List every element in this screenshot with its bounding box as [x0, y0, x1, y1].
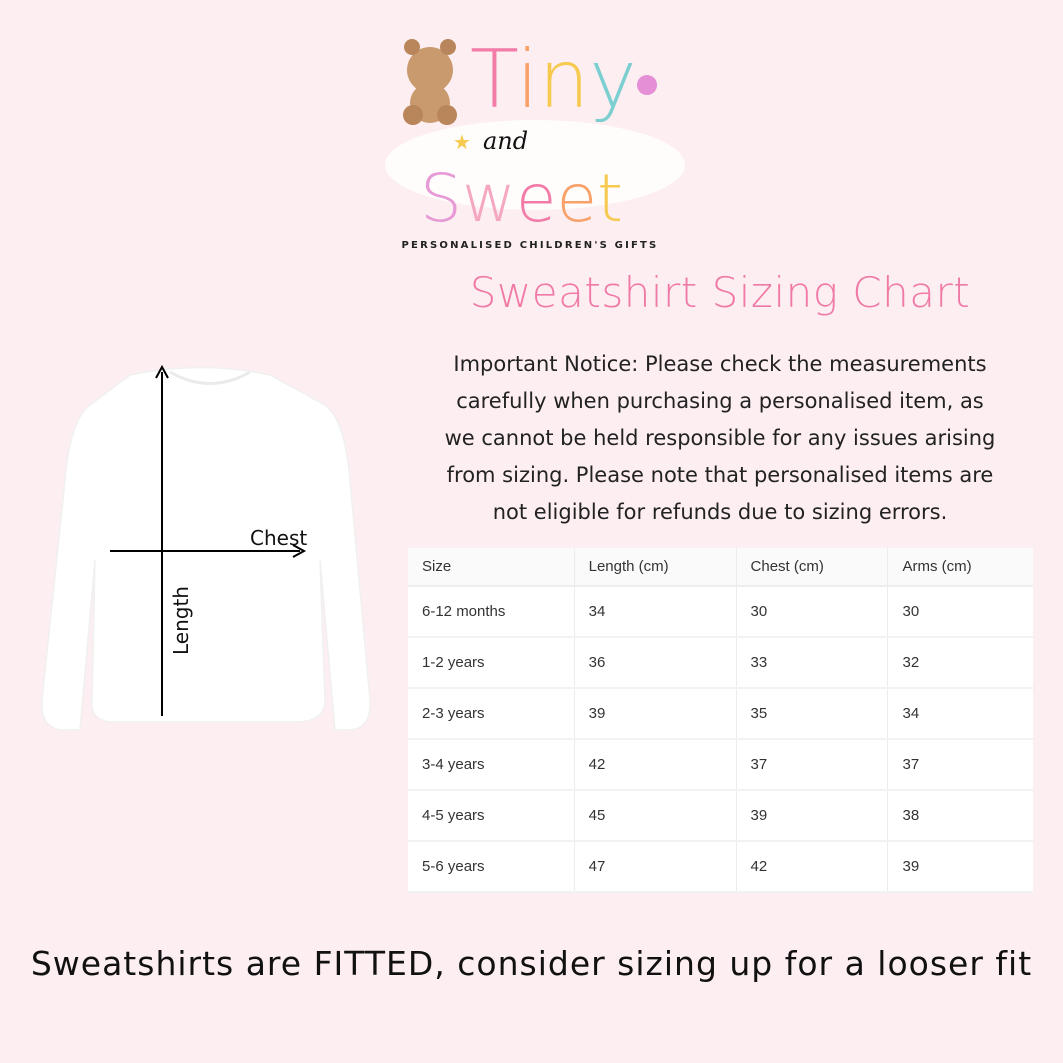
table-row: 2-3 years 39 35 34 — [408, 688, 1033, 740]
table-cell: 42 — [573, 739, 737, 791]
table-cell: 4-5 years — [408, 790, 575, 842]
logo-text-tiny: Tiny — [470, 33, 637, 126]
table-cell: 39 — [573, 688, 737, 740]
table-cell: 2-3 years — [408, 688, 575, 740]
table-header-row: Size Length (cm) Chest (cm) Arms (cm) — [408, 548, 1033, 587]
table-cell: 30 — [735, 586, 888, 638]
important-notice: Important Notice: Please check the measu… — [444, 352, 996, 524]
table-cell: 45 — [573, 790, 737, 842]
column-header: Size — [408, 548, 575, 587]
page-title: Sweatshirt Sizing Chart — [469, 268, 971, 317]
table-cell: 38 — [887, 790, 1033, 842]
table-cell: 5-6 years — [408, 841, 575, 893]
size-table: Size Length (cm) Chest (cm) Arms (cm) 6-… — [408, 548, 1033, 893]
table-cell: 33 — [735, 637, 888, 689]
table-cell: 39 — [735, 790, 888, 842]
table-cell: 39 — [887, 841, 1033, 893]
logo-tagline: PERSONALISED CHILDREN'S GIFTS — [401, 240, 659, 251]
table-row: 6-12 months 34 30 30 — [408, 586, 1033, 638]
table-cell: 34 — [887, 688, 1033, 740]
table-cell: 34 — [573, 586, 737, 638]
table-cell: 6-12 months — [408, 586, 575, 638]
sweatshirt-diagram: Chest Length — [41, 364, 371, 731]
svg-text:★: ★ — [453, 130, 471, 154]
table-cell: 3-4 years — [408, 739, 575, 791]
table-cell: 1-2 years — [408, 637, 575, 689]
length-label: Length — [169, 586, 193, 655]
logo-text-and: and — [483, 127, 528, 155]
column-header: Arms (cm) — [887, 548, 1033, 587]
table-cell: 37 — [735, 739, 888, 791]
brand-logo: Tiny and ★ Sweet — [385, 33, 685, 237]
table-row: 1-2 years 36 33 32 — [408, 637, 1033, 689]
column-header: Length (cm) — [573, 548, 737, 587]
table-cell: 47 — [573, 841, 737, 893]
table-row: 4-5 years 45 39 38 — [408, 790, 1033, 842]
table-cell: 36 — [573, 637, 737, 689]
fit-note: Sweatshirts are FITTED, consider sizing … — [30, 944, 1033, 983]
table-row: 5-6 years 47 42 39 — [408, 841, 1033, 893]
table-cell: 37 — [887, 739, 1033, 791]
chest-label: Chest — [250, 526, 307, 550]
table-cell: 35 — [735, 688, 888, 740]
table-cell: 32 — [887, 637, 1033, 689]
column-header: Chest (cm) — [735, 548, 888, 587]
logo-text-sweet: Sweet — [420, 160, 623, 237]
table-row: 3-4 years 42 37 37 — [408, 739, 1033, 791]
table-cell: 30 — [887, 586, 1033, 638]
table-cell: 42 — [735, 841, 888, 893]
